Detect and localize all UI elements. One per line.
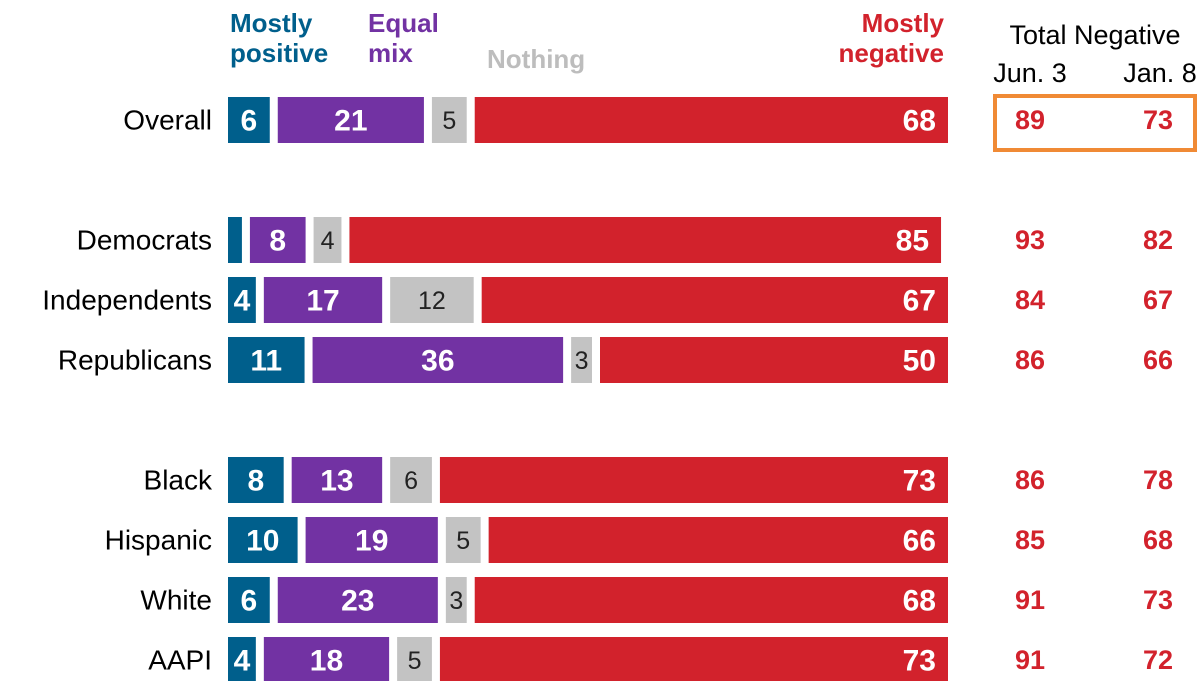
bar-segment [263, 277, 383, 323]
value-label: 23 [341, 585, 374, 618]
value-label: 4 [234, 285, 251, 318]
total-negative: 82 [1143, 225, 1173, 255]
total-negative: 91 [1015, 585, 1045, 615]
value-label: 13 [320, 465, 353, 498]
value-label: 73 [903, 645, 936, 678]
total-negative: 86 [1015, 465, 1045, 495]
value-label: 6 [241, 105, 258, 138]
value-label: 85 [896, 225, 929, 258]
bar-segment [228, 637, 256, 681]
column-header: Jan. 8 [1123, 58, 1197, 88]
total-negative: 68 [1143, 525, 1173, 555]
bar-segment [228, 577, 270, 623]
value-label: 18 [310, 645, 343, 678]
legend-entry: Equal mix [368, 8, 439, 68]
value-label: 5 [442, 107, 456, 135]
bar-segment [228, 517, 298, 563]
bar-segment [249, 217, 306, 263]
highlight-box [993, 94, 1197, 152]
total-negative: 86 [1015, 345, 1045, 375]
bar-segment [228, 457, 284, 503]
legend-entry: Mostly negative [838, 8, 945, 68]
value-label: 66 [903, 525, 936, 558]
value-label: 36 [421, 345, 454, 378]
category-label: Hispanic [105, 525, 212, 556]
category-label: Republicans [58, 345, 212, 376]
bar-segment [349, 217, 942, 263]
value-label: 17 [306, 285, 339, 318]
value-label: 21 [334, 105, 367, 138]
legend-entry: Nothing [487, 44, 586, 74]
total-negative: 78 [1143, 465, 1173, 495]
bar-segment [488, 517, 948, 563]
bar-segment [228, 217, 242, 263]
value-label: 4 [234, 645, 251, 678]
bar-segment [431, 97, 467, 143]
category-label: AAPI [148, 645, 212, 676]
value-label: 5 [456, 527, 470, 555]
bar-segment [390, 457, 432, 503]
column-title: Total Negative [1009, 20, 1180, 50]
value-label: 5 [408, 647, 422, 675]
value-label: 11 [250, 345, 282, 378]
total-negative: 67 [1143, 285, 1173, 315]
value-label: 3 [449, 587, 463, 615]
total-negative: 66 [1143, 345, 1173, 375]
value-label: 6 [241, 585, 258, 618]
value-label: 3 [575, 347, 589, 375]
bar-segment [228, 337, 305, 383]
bar-segment [291, 457, 383, 503]
value-label: 4 [321, 227, 335, 255]
value-label: 50 [903, 345, 936, 378]
total-negative: 91 [1015, 645, 1045, 675]
value-label: 8 [269, 225, 286, 258]
value-label: 73 [903, 465, 936, 498]
bar-segment [571, 337, 592, 383]
total-negative: 93 [1015, 225, 1045, 255]
value-label: 10 [246, 525, 279, 558]
total-negative: 73 [1143, 585, 1173, 615]
bar-segment [228, 277, 256, 323]
bar-segment [397, 637, 432, 681]
value-label: 68 [903, 585, 936, 618]
bar-segment [481, 277, 948, 323]
bar-segment [228, 97, 270, 143]
total-negative: 72 [1143, 645, 1173, 675]
category-label: Independents [42, 285, 212, 316]
total-negative: 84 [1015, 285, 1045, 315]
value-label: 6 [404, 467, 418, 495]
bar-segment [277, 97, 424, 143]
category-label: White [140, 585, 212, 616]
bar-segment [445, 577, 467, 623]
category-label: Democrats [77, 225, 212, 256]
bar-segment [390, 277, 474, 323]
category-label: Overall [123, 105, 212, 136]
bar-segment [600, 337, 948, 383]
bar-segment [312, 337, 564, 383]
value-label: 19 [355, 525, 388, 558]
column-header: Jun. 3 [993, 58, 1067, 88]
total-negative: 85 [1015, 525, 1045, 555]
value-label: 8 [247, 465, 264, 498]
value-label: 68 [903, 105, 936, 138]
category-label: Black [144, 465, 213, 496]
bar-segment [474, 97, 948, 143]
bar-segment [439, 457, 948, 503]
total-negative: 73 [1143, 105, 1173, 135]
bar-segment [305, 517, 438, 563]
legend-entry: Mostly positive [230, 8, 329, 68]
bar-segment [277, 577, 438, 623]
bar-segment [263, 637, 390, 681]
value-label: 12 [418, 287, 446, 315]
bar-segment [474, 577, 948, 623]
value-label: 67 [903, 285, 936, 318]
bar-segment [313, 217, 342, 263]
bar-segment [439, 637, 948, 681]
bar-segment [445, 517, 481, 563]
total-negative: 89 [1015, 105, 1045, 135]
